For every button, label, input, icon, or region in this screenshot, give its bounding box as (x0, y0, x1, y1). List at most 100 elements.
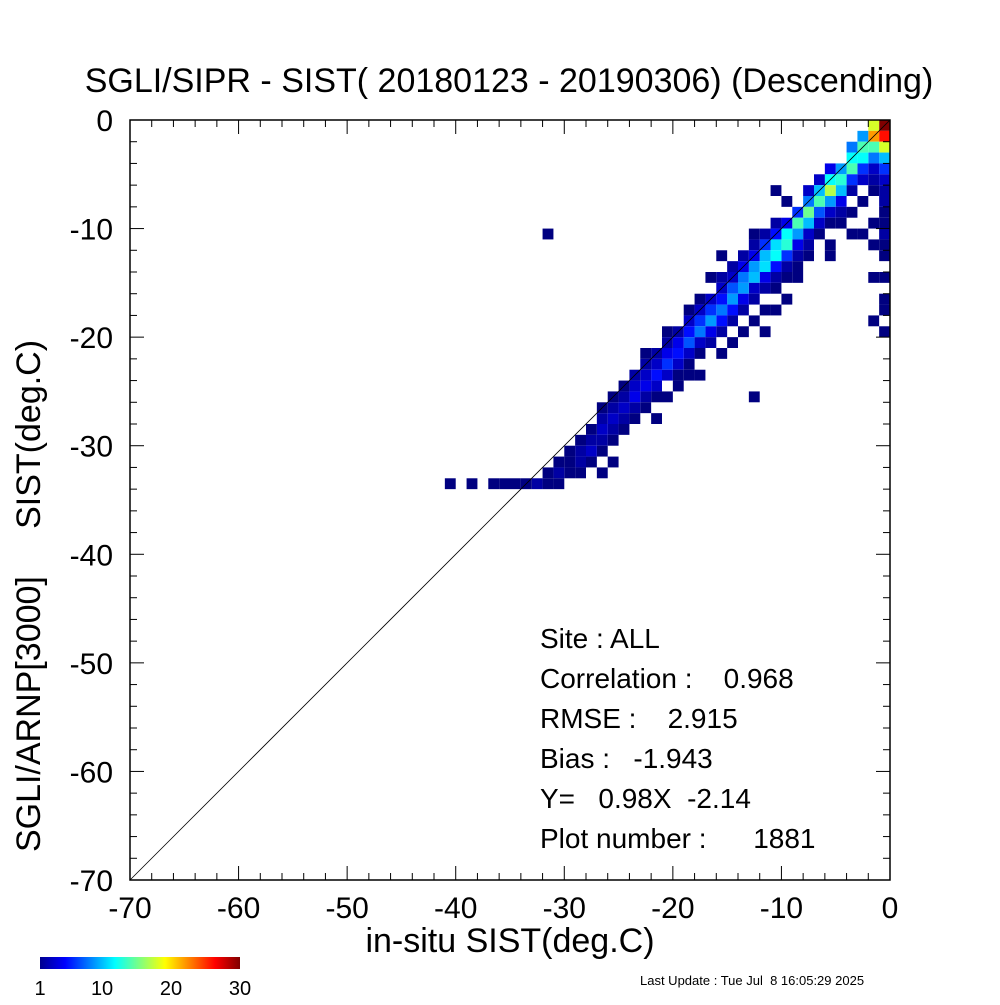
heatmap-cell (868, 272, 880, 283)
heatmap-cell (683, 326, 695, 338)
heatmap-cell (716, 250, 728, 262)
heatmap-cell (868, 185, 880, 196)
heatmap-cell (586, 434, 597, 446)
heatmap-cell (781, 239, 793, 251)
heatmap-cell (596, 445, 608, 457)
heatmap-cell (738, 326, 749, 338)
heatmap-cell (553, 478, 565, 490)
heatmap-cell (814, 174, 825, 186)
x-tick-label: -30 (543, 892, 586, 925)
heatmap-cell (879, 141, 890, 153)
heatmap-cell (607, 413, 619, 424)
heatmap-cell (694, 326, 706, 338)
y-tick-label: -10 (70, 214, 113, 247)
heatmap-cell (879, 206, 890, 218)
y-tick-label: -20 (70, 322, 113, 355)
heatmap-cell (629, 413, 641, 424)
y-tick-label: -50 (70, 648, 113, 681)
heatmap-cell (564, 467, 576, 479)
heatmap-cell (596, 467, 608, 479)
heatmap-cell (705, 304, 717, 316)
heatmap-cell (748, 272, 760, 283)
heatmap-cell (781, 261, 793, 272)
heatmap-cell (748, 293, 760, 305)
heatmap-cell (879, 272, 890, 283)
x-tick-label: -40 (434, 892, 477, 925)
heatmap-cell (672, 337, 684, 348)
heatmap-cell (759, 228, 771, 240)
heatmap-cell (868, 152, 880, 164)
heatmap-cell (879, 185, 890, 196)
heatmap-cell (662, 391, 673, 403)
heatmap-cell (727, 337, 738, 348)
heatmap-cell (835, 206, 847, 218)
heatmap-cell (759, 326, 771, 338)
heatmap-cell (824, 217, 836, 229)
heatmap-cell (868, 217, 880, 229)
heatmap-cell (716, 348, 728, 359)
x-tick-labels: -70 -60 -50 -40 -30 -20 -10 0 (108, 892, 898, 925)
heatmap-cell (586, 424, 597, 435)
x-tick-label: 0 (882, 892, 899, 925)
last-update-text: Last Update : Tue Jul 8 16:05:29 2025 (640, 973, 864, 988)
colorbar (40, 957, 240, 969)
heatmap-cell (499, 478, 510, 490)
heatmap-cell (879, 174, 890, 186)
heatmap-cell (846, 141, 858, 153)
heatmap-cell (770, 250, 782, 262)
heatmap-cell (770, 261, 782, 272)
heatmap-cell (857, 174, 869, 186)
heatmap-cell (683, 369, 695, 381)
heatmap-cell (748, 315, 760, 327)
heatmap-cell (824, 163, 836, 175)
heatmap-cell (824, 250, 836, 262)
heatmap-cell (803, 185, 814, 196)
heatmap-cell (879, 250, 890, 262)
axis-ticks (129, 119, 891, 881)
colorbar-tick-labels: 1 10 20 30 (34, 978, 251, 1000)
heatmap-cell (879, 217, 890, 229)
heatmap-cell (575, 434, 586, 446)
heatmap-cell (683, 348, 695, 359)
heatmap-cell (781, 196, 793, 207)
heatmap-cell (814, 196, 825, 207)
heatmap-cell (694, 315, 706, 327)
heatmap-cell (727, 293, 738, 305)
heatmap-cell (868, 120, 880, 131)
heatmap-cell (542, 478, 554, 490)
x-tick-label: -10 (760, 892, 803, 925)
heatmap-cell (824, 196, 836, 207)
heatmap-cell (759, 304, 771, 316)
y-tick-label: -40 (70, 539, 113, 572)
heatmap-cell (759, 250, 771, 262)
colorbar-tick-label: 10 (91, 978, 113, 1000)
heatmap-cell (716, 326, 728, 338)
heatmap-cell (879, 130, 890, 142)
heatmap-cell (803, 239, 814, 251)
x-axis-label: in-situ SIST(deg.C) (365, 922, 654, 960)
heatmap-cell (835, 174, 847, 186)
heatmap-cell (640, 380, 652, 392)
heatmap-cell (781, 293, 793, 305)
heatmap-cell (607, 424, 619, 435)
heatmap-cell (683, 304, 695, 316)
heatmap-cell (738, 250, 749, 262)
heatmap-cell (542, 467, 554, 479)
heatmap-cell (607, 456, 619, 468)
heatmap-cell (672, 358, 684, 370)
heatmap-cell (781, 250, 793, 262)
heatmap-cell (846, 174, 858, 186)
heatmap-cell (586, 456, 597, 468)
heatmap-cell (716, 304, 728, 316)
heatmap-cell (759, 272, 771, 283)
heatmap-cell (857, 228, 869, 240)
heatmap-cell (824, 206, 836, 218)
heatmap-cell (651, 391, 662, 403)
heatmap-cell (640, 369, 652, 381)
heatmap-cell (770, 185, 782, 196)
heatmap-cell (575, 456, 586, 468)
heatmap-cell (879, 152, 890, 164)
heatmap-cell (759, 261, 771, 272)
heatmap-cell (716, 272, 728, 283)
